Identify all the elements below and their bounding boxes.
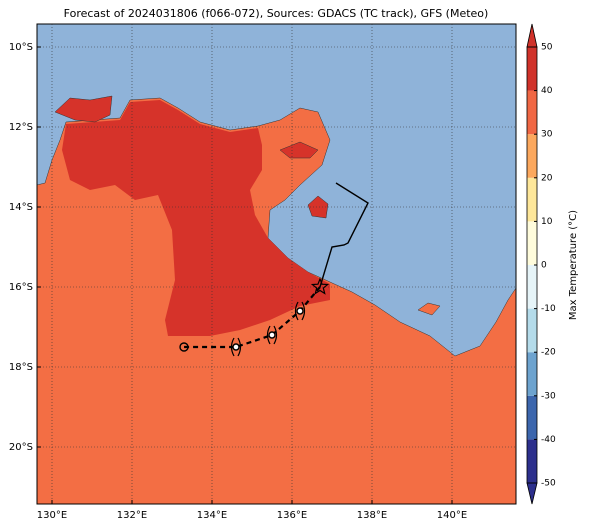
colorbar-tick-label: -20 <box>541 348 556 358</box>
island <box>417 302 441 316</box>
forecast-point <box>179 342 189 352</box>
colorbar-bin <box>527 90 537 135</box>
hot-region <box>62 100 330 336</box>
island <box>54 95 113 123</box>
storm-position <box>310 277 330 295</box>
colorbar-tick-label: 10 <box>541 217 553 227</box>
colorbar-extend <box>526 482 538 505</box>
forecast-track <box>184 286 321 349</box>
track <box>179 182 369 357</box>
y-tick-label: 16°S <box>9 282 33 293</box>
x-tick-label: 132°E <box>117 510 147 521</box>
colorbar-tick-label: 0 <box>541 261 547 271</box>
y-tick-label: 20°S <box>9 442 33 453</box>
map-frame <box>36 23 517 505</box>
island <box>279 141 319 159</box>
forecast-point <box>232 343 240 351</box>
colorbar-bin <box>527 439 537 483</box>
colorbar-tick-label: 20 <box>541 173 553 183</box>
colorbar-tick-label: 40 <box>541 86 553 96</box>
colorbar-tick-label: -50 <box>541 479 556 489</box>
forecast-point <box>296 307 304 315</box>
y-tick-label: 14°S <box>9 202 33 213</box>
colorbar-tick-label: 30 <box>541 130 553 140</box>
x-tick-label: 136°E <box>277 510 307 521</box>
y-tick-label: 18°S <box>9 362 33 373</box>
colorbar-tick-label: -30 <box>541 391 556 401</box>
island <box>307 195 329 219</box>
colorbar: -50 -40 -30 -20 -10 0 10 20 30 40 50 Max Temperatur… <box>526 23 579 505</box>
grid: 130°E 132°E 134°E 136°E 138°E 140°E 10°S 12°S 14… <box>9 24 516 521</box>
colorbar-bin <box>527 177 537 222</box>
cyclone-symbol <box>266 325 278 345</box>
title: Forecast of 2024031806 (f066-072), Sourc… <box>64 7 489 20</box>
x-tick-label: 134°E <box>197 510 227 521</box>
x-tick-label: 140°E <box>437 510 467 521</box>
colorbar-bin <box>527 47 537 91</box>
colorbar-bin <box>527 221 537 265</box>
colorbar-tick-label: -40 <box>541 435 556 445</box>
colorbar-label: Max Temperature (°C) <box>568 210 579 320</box>
colorbar-tick-label: 50 <box>541 43 553 53</box>
colorbar-bin <box>527 352 537 396</box>
map <box>37 24 516 504</box>
colorbar-bin <box>527 265 537 309</box>
colorbar-extend <box>526 23 538 48</box>
y-tick-label: 12°S <box>9 122 33 133</box>
cyclone-symbol <box>294 301 306 321</box>
colorbar-bin <box>527 395 537 440</box>
past-track <box>319 182 369 288</box>
y-tick-label: 10°S <box>9 42 33 53</box>
colorbar-bin <box>527 308 537 353</box>
x-tick-label: 130°E <box>37 510 67 521</box>
cyclone-symbol <box>230 337 242 357</box>
colorbar-bin <box>527 134 537 178</box>
x-tick-label: 138°E <box>357 510 387 521</box>
forecast-point <box>268 331 276 339</box>
colorbar-tick-label: -10 <box>541 304 556 314</box>
